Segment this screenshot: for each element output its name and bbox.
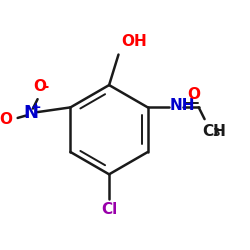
Text: Cl: Cl: [101, 202, 117, 218]
Text: N: N: [23, 104, 38, 122]
Text: O: O: [187, 87, 200, 102]
Text: NH: NH: [170, 98, 196, 112]
Text: +: +: [30, 101, 41, 114]
Text: OH: OH: [121, 34, 146, 49]
Text: O: O: [0, 112, 12, 127]
Text: 3: 3: [212, 128, 220, 138]
Text: O: O: [34, 80, 46, 94]
Text: CH: CH: [202, 124, 226, 139]
Text: -: -: [42, 79, 49, 94]
